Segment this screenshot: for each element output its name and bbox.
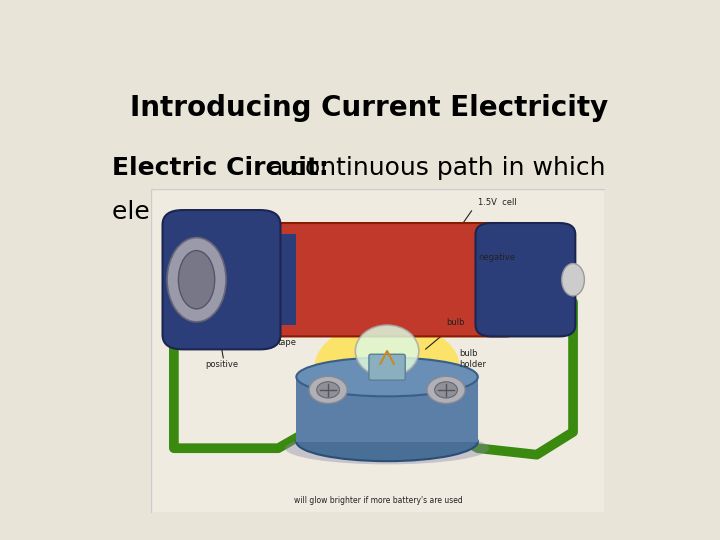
FancyBboxPatch shape bbox=[475, 223, 575, 336]
Circle shape bbox=[435, 382, 457, 398]
Ellipse shape bbox=[179, 251, 215, 309]
FancyBboxPatch shape bbox=[242, 234, 297, 325]
Text: bulb
holder: bulb holder bbox=[459, 349, 487, 369]
Text: bulb: bulb bbox=[446, 318, 464, 327]
Text: Introducing Current Electricity: Introducing Current Electricity bbox=[130, 94, 608, 122]
Text: 1.5V  cell: 1.5V cell bbox=[478, 198, 516, 207]
Text: Electric Circuit:: Electric Circuit: bbox=[112, 156, 329, 180]
Text: will glow brighter if more battery's are used: will glow brighter if more battery's are… bbox=[294, 496, 462, 505]
Ellipse shape bbox=[297, 422, 478, 461]
Circle shape bbox=[427, 376, 465, 403]
Text: negative: negative bbox=[478, 253, 515, 262]
Text: electrons flow: electrons flow bbox=[112, 200, 287, 224]
Text: a continuous path in which: a continuous path in which bbox=[260, 156, 606, 180]
Ellipse shape bbox=[285, 432, 489, 464]
Ellipse shape bbox=[562, 264, 585, 296]
FancyBboxPatch shape bbox=[226, 223, 521, 336]
Ellipse shape bbox=[297, 357, 478, 396]
FancyBboxPatch shape bbox=[297, 377, 478, 442]
Ellipse shape bbox=[167, 238, 226, 322]
FancyBboxPatch shape bbox=[163, 210, 281, 349]
FancyBboxPatch shape bbox=[151, 189, 605, 513]
FancyBboxPatch shape bbox=[369, 354, 405, 380]
Circle shape bbox=[309, 376, 347, 403]
Ellipse shape bbox=[355, 325, 419, 377]
Text: tape: tape bbox=[278, 338, 297, 347]
Ellipse shape bbox=[315, 322, 459, 413]
Circle shape bbox=[317, 382, 339, 398]
Text: positive: positive bbox=[206, 360, 239, 369]
